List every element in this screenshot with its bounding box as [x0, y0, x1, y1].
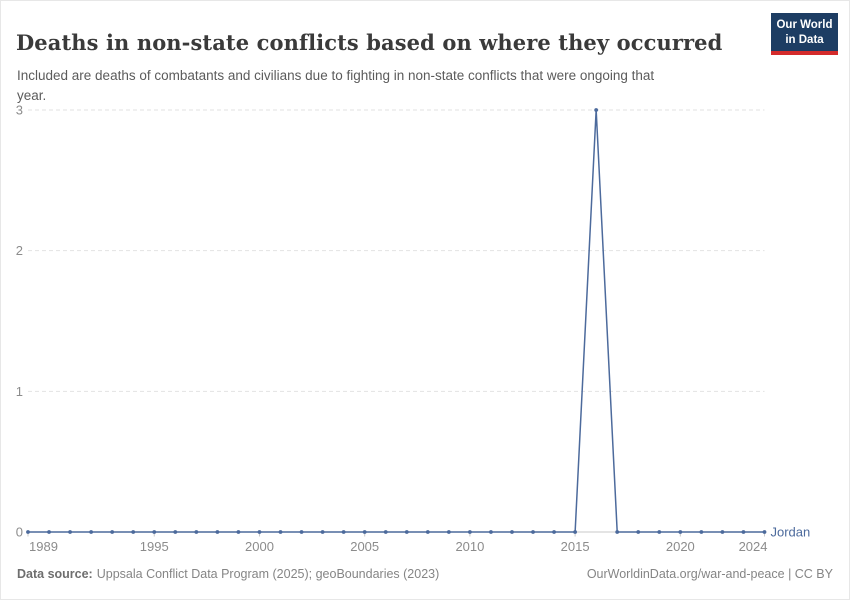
data-source-text: Uppsala Conflict Data Program (2025); ge…	[96, 567, 440, 581]
data-point[interactable]	[152, 530, 157, 534]
data-point[interactable]	[552, 530, 556, 534]
data-point[interactable]	[720, 530, 725, 534]
data-point[interactable]	[678, 530, 683, 534]
entity-label-jordan[interactable]: Jordan	[771, 525, 811, 540]
data-point[interactable]	[110, 530, 115, 534]
data-point[interactable]	[636, 530, 641, 534]
x-tick-label: 1989	[29, 539, 58, 554]
data-point[interactable]	[89, 530, 94, 534]
data-point[interactable]	[762, 530, 767, 534]
series-line-jordan[interactable]	[28, 109, 765, 533]
data-point[interactable]	[215, 530, 220, 534]
data-point[interactable]	[489, 530, 493, 534]
owid-logo-line1: Our World	[776, 19, 833, 31]
data-point[interactable]	[615, 530, 620, 534]
y-tick-label: 1	[16, 384, 23, 399]
license-link[interactable]: OurWorldinData.org/war-and-peace | CC BY	[586, 567, 833, 581]
data-point[interactable]	[425, 530, 430, 534]
y-tick-label: 0	[16, 525, 23, 540]
owid-logo-line2: in Data	[785, 33, 824, 46]
x-tick-label: 2020	[666, 539, 695, 554]
chart-subtitle: Included are deaths of combatants and ci…	[17, 67, 655, 103]
x-tick-label: 2015	[561, 539, 590, 554]
data-point[interactable]	[362, 530, 367, 534]
data-source-note: Data source: Uppsala Conflict Data Progra…	[17, 567, 439, 581]
data-point[interactable]	[131, 530, 136, 534]
data-point[interactable]	[68, 530, 72, 534]
data-point[interactable]	[173, 530, 178, 534]
data-point[interactable]	[468, 530, 472, 534]
plot-area: 0 1 2 3 1989 1995 2000 2005 2010 2015 2020 2024 Jord…	[0, 95, 850, 565]
data-point[interactable]	[657, 530, 662, 534]
data-point[interactable]	[299, 530, 304, 534]
data-point[interactable]	[194, 530, 199, 534]
x-tick-label: 2010	[455, 539, 484, 554]
data-point[interactable]	[47, 530, 51, 534]
data-point[interactable]	[320, 530, 325, 534]
data-point[interactable]	[446, 530, 451, 534]
data-point[interactable]	[26, 530, 30, 534]
data-point[interactable]	[278, 530, 283, 534]
y-tick-label: 2	[16, 243, 23, 258]
data-point[interactable]	[531, 530, 535, 534]
data-point[interactable]	[257, 530, 262, 534]
x-tick-label: 2000	[245, 539, 274, 554]
data-point[interactable]	[741, 530, 746, 534]
data-point[interactable]	[383, 530, 388, 534]
data-point[interactable]	[510, 530, 514, 534]
data-point[interactable]	[573, 530, 578, 534]
data-point[interactable]	[341, 530, 346, 534]
data-point[interactable]	[594, 108, 599, 112]
data-source-label: Data source:	[17, 567, 93, 581]
x-tick-label: 2024	[739, 539, 768, 554]
x-tick-label: 1995	[140, 539, 169, 554]
x-tick-label: 2005	[350, 539, 379, 554]
chart-title: Deaths in non-state conflicts based on w…	[16, 30, 723, 56]
data-point[interactable]	[236, 530, 241, 534]
chart-footer: Data source: Uppsala Conflict Data Progra…	[17, 567, 833, 581]
y-tick-label: 3	[16, 103, 23, 118]
owid-logo[interactable]: Our World in Data	[771, 13, 838, 55]
data-point[interactable]	[699, 530, 704, 534]
data-point[interactable]	[404, 530, 409, 534]
plot-svg: 0 1 2 3 1989 1995 2000 2005 2010 2015 2020 2024Jord…	[16, 103, 811, 555]
